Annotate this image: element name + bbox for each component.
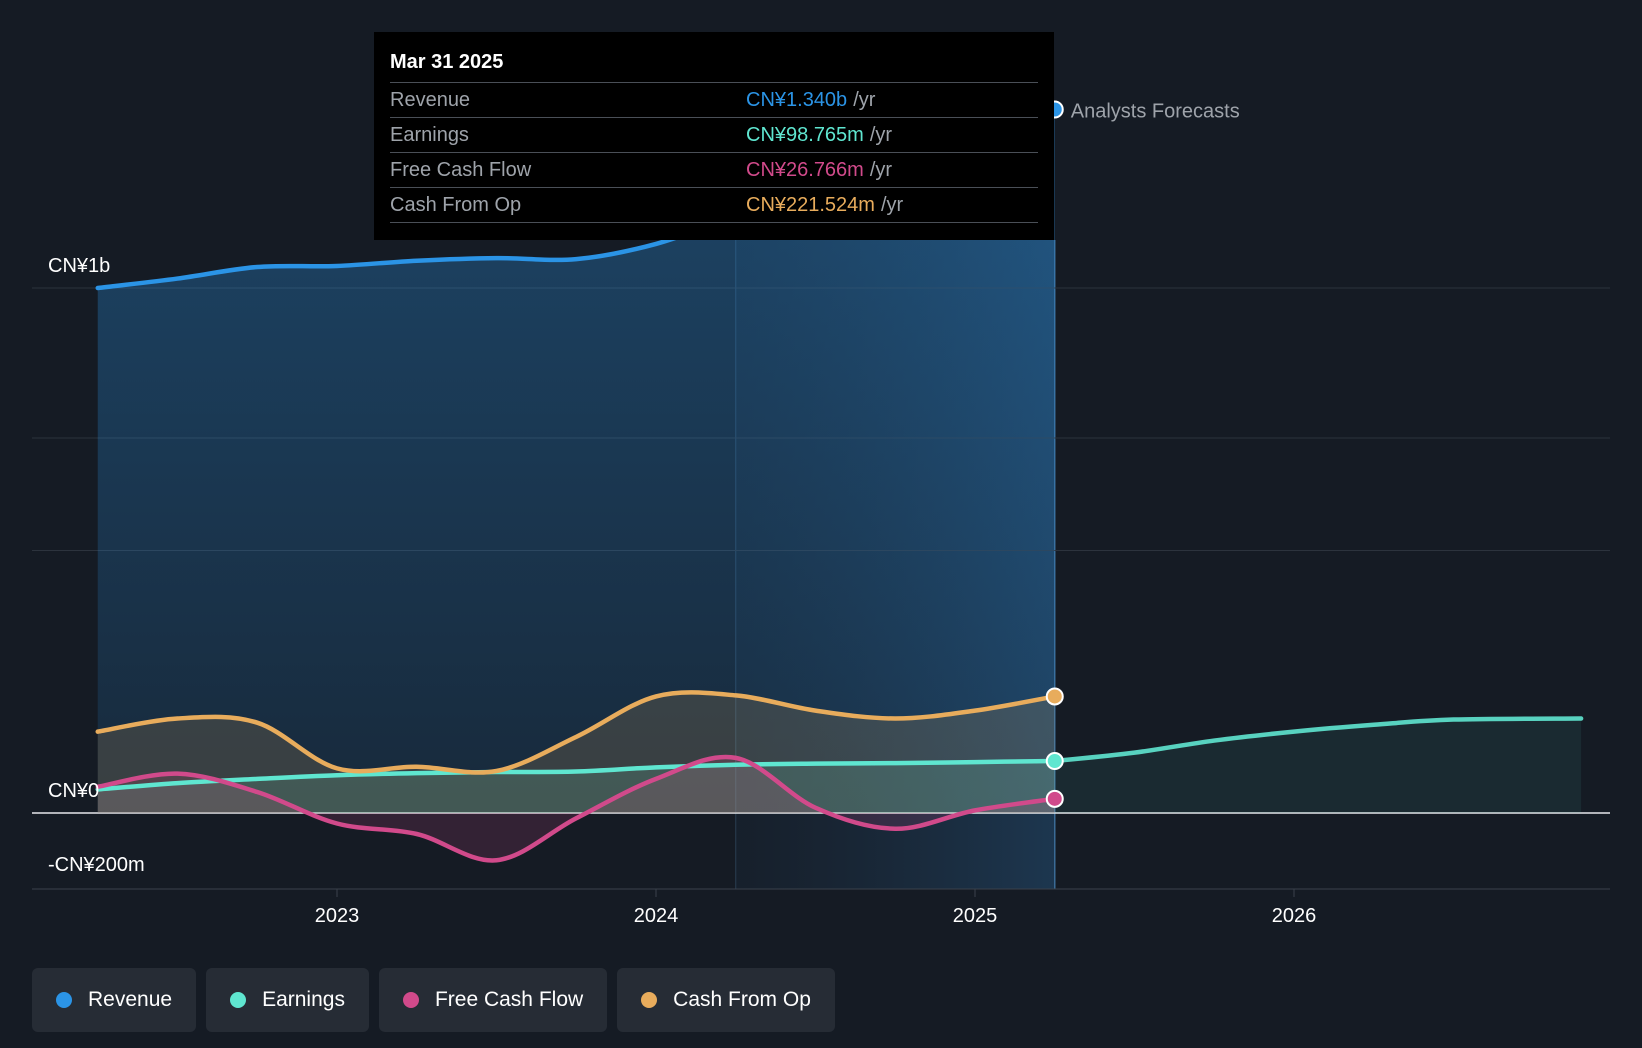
free-cash-flow-line [95, 754, 1057, 863]
earnings-marker [1045, 752, 1064, 771]
tooltip-value: CN¥1.340b [746, 88, 848, 111]
tooltip-date: Mar 31 2025 [390, 51, 504, 73]
tooltip-row-earnings: Earnings CN¥98.765m /yr [390, 117, 1038, 152]
tooltip-label: Earnings [390, 123, 469, 146]
tooltip-value: CN¥221.524m [746, 193, 875, 216]
tooltip-unit: /yr [869, 158, 893, 181]
free-cash-flow-area [97, 756, 1055, 861]
tooltip-unit: /yr [880, 193, 904, 216]
tooltip-value: CN¥98.765m [746, 123, 864, 146]
cash-from-op-marker [1045, 687, 1064, 706]
tooltip-value: CN¥26.766m [746, 158, 864, 181]
x-tick-label: 2026 [1272, 905, 1317, 927]
forecast-label: Analysts Forecasts [1071, 101, 1240, 123]
y-tick-label: CN¥1b [48, 255, 110, 277]
revenue-dot-icon [56, 992, 72, 1008]
tooltip: Mar 31 2025 Revenue CN¥1.340b /yr Earnin… [374, 32, 1054, 240]
y-tick-label: -CN¥200m [48, 854, 145, 876]
tooltip-unit: /yr [869, 123, 893, 146]
tooltip-label: Free Cash Flow [390, 158, 532, 181]
legend-item-revenue[interactable]: Revenue [32, 968, 197, 1032]
free-cash-flow-dot-icon [402, 992, 419, 1008]
legend-label: Earnings [262, 988, 345, 1011]
earnings-forecast-line [1052, 716, 1584, 764]
tooltip-unit: /yr [853, 88, 876, 111]
cash-from-op-area [97, 692, 1055, 813]
earnings-forecast-area [1054, 718, 1582, 813]
tooltip-row-cash-from-op: Cash From Op CN¥221.524m /yr [390, 187, 1038, 223]
tooltip-row-free-cash-flow: Free Cash Flow CN¥26.766m /yr [390, 152, 1038, 187]
earnings-area [97, 761, 1055, 813]
legend-label: Free Cash Flow [434, 988, 584, 1011]
x-tick-label: 2025 [953, 905, 998, 927]
legend-item-earnings[interactable]: Earnings [206, 968, 369, 1032]
free-cash-flow-marker [1045, 789, 1064, 808]
earnings-dot-icon [230, 992, 247, 1008]
revenue-area [97, 109, 1055, 813]
x-tick-label: 2023 [315, 905, 360, 927]
legend-item-free-cash-flow[interactable]: Free Cash Flow [378, 968, 608, 1032]
cash-from-op-dot-icon [641, 992, 658, 1008]
x-tick-label: 2024 [634, 905, 679, 927]
tooltip-label: Cash From Op [390, 193, 522, 216]
cash-from-op-line [95, 690, 1057, 775]
earnings-line [95, 758, 1057, 792]
legend: Revenue Earnings Free Cash Flow Cash Fro… [32, 968, 835, 1032]
y-tick-label: CN¥0 [48, 780, 99, 802]
legend-item-cash-from-op[interactable]: Cash From Op [617, 968, 835, 1032]
tooltip-label: Revenue [390, 88, 471, 111]
legend-label: Revenue [88, 988, 173, 1011]
tooltip-row-revenue: Revenue CN¥1.340b /yr [390, 82, 1038, 117]
legend-label: Cash From Op [673, 988, 811, 1011]
